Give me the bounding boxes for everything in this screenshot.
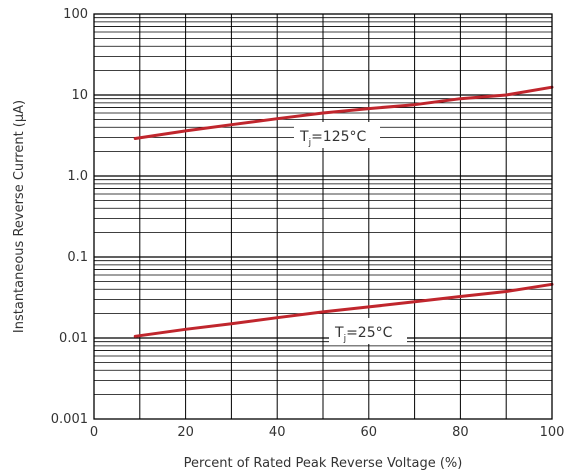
x-tick-label: 100 (540, 425, 565, 440)
series-line-2 (133, 282, 554, 338)
series-label-text: Tj=25°C (334, 325, 393, 344)
y-tick-label: 0.1 (67, 250, 88, 265)
series-label-text: Tj=125°C (299, 129, 367, 148)
x-axis-label: Percent of Rated Peak Reverse Voltage (%… (184, 456, 463, 471)
series-layer (133, 85, 554, 338)
tick-labels: 0 20 40 60 80 100 0.001 0.01 0.1 1.0 10 100 (51, 7, 565, 440)
x-tick-label: 0 (90, 425, 98, 440)
x-tick-label: 60 (361, 425, 378, 440)
x-tick-label: 40 (269, 425, 286, 440)
y-axis-label: Instantaneous Reverse Current (μA) (12, 100, 27, 333)
y-tick-label: 100 (63, 7, 88, 22)
plot-frame (93, 13, 553, 420)
x-tick-label: 80 (452, 425, 469, 440)
y-tick-label: 10 (71, 88, 88, 103)
grid (94, 14, 552, 419)
x-tick-label: 20 (177, 425, 194, 440)
series-labels: Tj=125°C Tj=25°C (294, 122, 407, 344)
series-line-1 (133, 85, 554, 140)
y-tick-label: 1.0 (67, 169, 88, 184)
y-tick-label: 0.01 (59, 331, 88, 346)
series-label-background (294, 122, 380, 148)
y-tick-label: 0.001 (51, 412, 88, 427)
series-label-background (329, 318, 407, 344)
series-label-2: Tj=25°C (329, 318, 407, 344)
series-label-1: Tj=125°C (294, 122, 380, 148)
